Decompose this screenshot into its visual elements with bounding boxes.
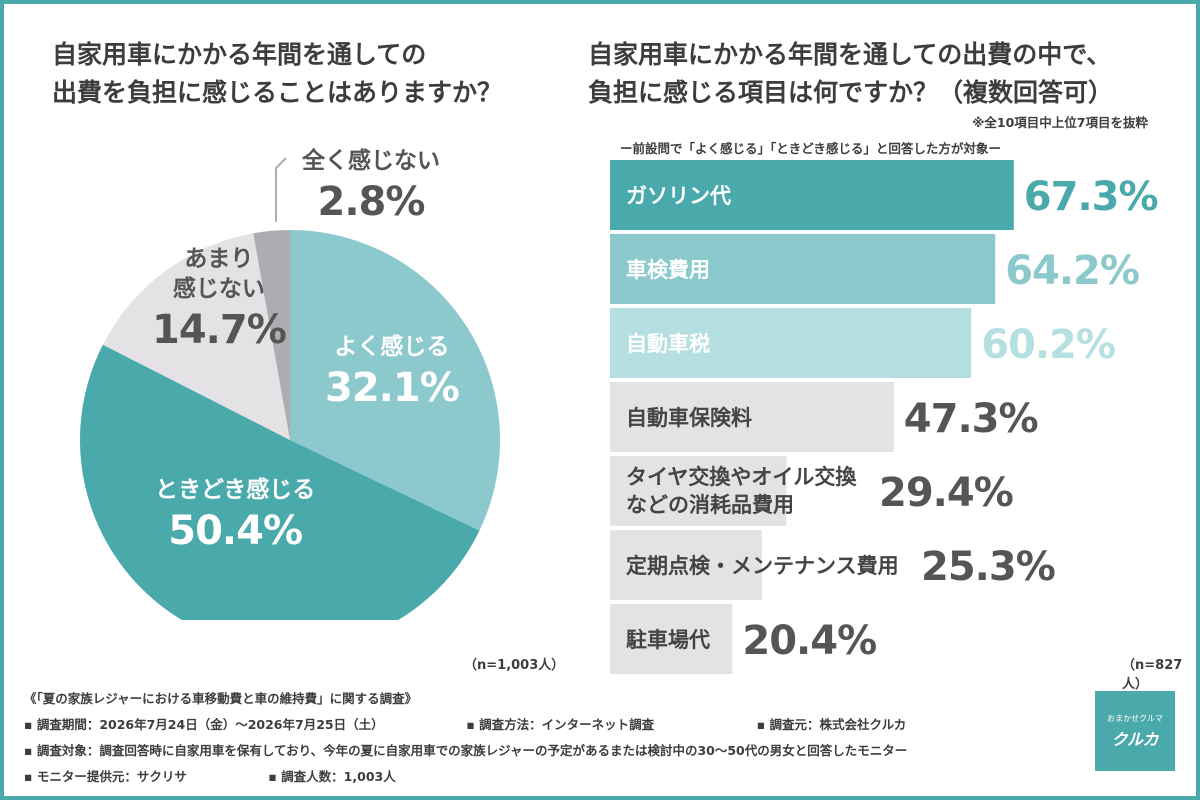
survey-method: ▪ 調査方法：インターネット調査	[466, 717, 655, 732]
bar-label-6: 定期点検・メンテナンス費用	[626, 554, 899, 578]
survey-period: ▪ 調査期間：2026年7月24日（金）〜2026年7月25日（土）	[24, 717, 384, 732]
bar-label-5-line-1: タイヤ交換やオイル交換	[626, 465, 857, 489]
bar-label-1: ガソリン代	[626, 184, 731, 208]
bar-label-7: 駐車場代	[626, 628, 710, 652]
survey-target: ▪ 調査対象：調査回答時に自家用車を保有しており、今年の夏に自家用車での家族レジ…	[24, 743, 908, 758]
pie-slice-sometimes	[80, 344, 480, 620]
survey-meta-row: ▪ 調査期間：2026年7月24日（金）〜2026年7月25日（土） ▪ 調査方…	[24, 714, 906, 733]
bar-value-2: 64.2%	[1005, 248, 1139, 294]
bar-sample-size: （n=827人）	[1122, 658, 1183, 692]
bar-5	[610, 456, 787, 526]
bar-value-3: 60.2%	[981, 322, 1115, 368]
selection-note: ※全10項目中上位7項目を抜粋	[972, 115, 1148, 130]
survey-source: ▪ 調査元：株式会社クルカ	[756, 717, 907, 732]
survey-title: 《「夏の家族レジャーにおける車移動費と車の維持費」に関する調査》	[24, 691, 418, 706]
pie-label-sometimes: ときどき感じる 50.4%	[155, 477, 316, 554]
car-logo-icon: おまかせクルマ クルカ	[1095, 691, 1175, 771]
pie-chart-title: 自家用車にかかる年間を通しての 出費を負担に感じることはありますか？	[52, 40, 503, 107]
pie-slice-often	[290, 230, 500, 531]
bar-value-1: 67.3%	[1024, 174, 1158, 220]
bar-value-6: 25.3%	[921, 544, 1055, 590]
bar-6	[610, 530, 762, 600]
bar-value-4: 47.3%	[904, 396, 1038, 442]
pie-label-never: 全く感じない 2.8%	[302, 148, 440, 225]
bar-chart-title: 自家用車にかかる年間を通しての出費の中で、 負担に感じる項目は何ですか？（複数回…	[588, 40, 1114, 107]
bar-label-4: 自動車保険料	[626, 406, 752, 430]
bar-chart: ガソリン代 67.3% 車検費用 64.2% 自動車税 60.2% 自動車保険料 47.3% タ…	[610, 160, 1159, 674]
bar-label-2: 車検費用	[626, 258, 710, 282]
target-note: ー前設問で「よく感じる」「ときどき感じる」と回答した方が対象ー	[620, 141, 1001, 156]
survey-provider: ▪ モニター提供元：サクリサ	[24, 769, 187, 784]
pie-slice-never	[253, 230, 290, 440]
pie-leader-line	[275, 157, 287, 222]
pie-chart	[80, 157, 500, 620]
bar-3	[610, 308, 972, 378]
pie-label-rarely: あまり 感じない 14.7%	[152, 246, 287, 353]
bar-1	[610, 160, 1014, 230]
bar-label-3: 自動車税	[626, 332, 710, 356]
pie-slice-rarely	[102, 233, 290, 440]
bar-value-5: 29.4%	[879, 470, 1013, 516]
pie-sample-size: （n=1,003人）	[464, 658, 565, 673]
survey-count: ▪ 調査人数：1,003人	[268, 769, 396, 784]
bar-7	[610, 604, 733, 674]
survey-provider-row: ▪ モニター提供元：サクリサ ▪ 調査人数：1,003人	[24, 766, 396, 785]
bar-2	[610, 234, 996, 304]
bar-4	[610, 382, 894, 452]
bar-value-7: 20.4%	[742, 618, 876, 664]
bar-label-5-line-2: などの消耗品費用	[626, 493, 794, 517]
pie-label-often: よく感じる 32.1%	[325, 334, 460, 411]
